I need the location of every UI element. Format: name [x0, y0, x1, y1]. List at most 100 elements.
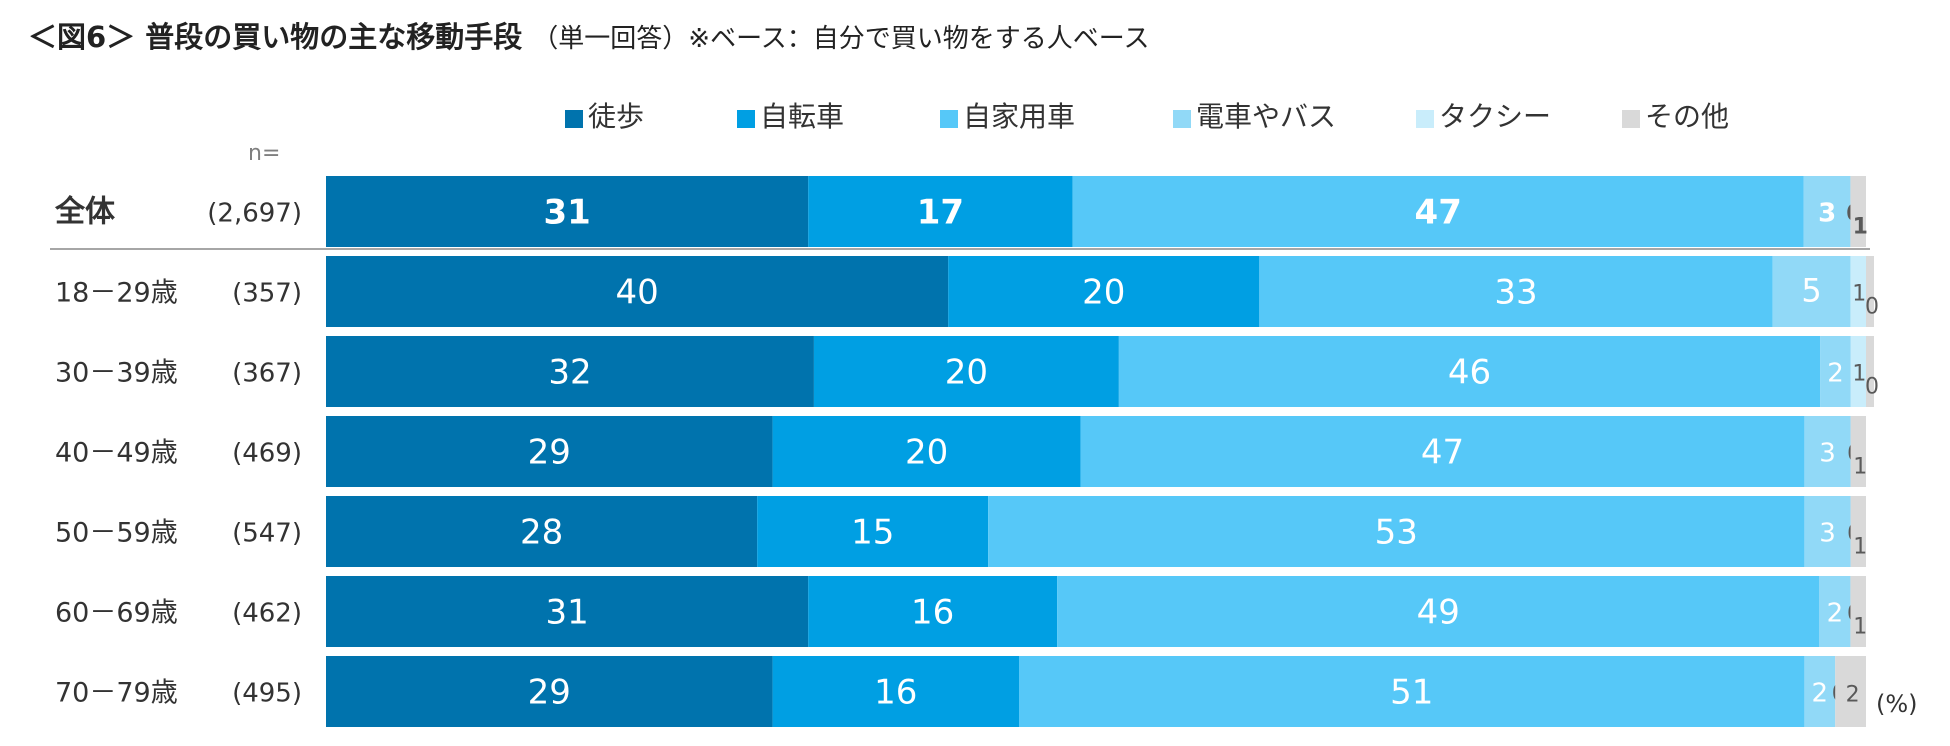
bar-bicycle	[813, 336, 1119, 407]
bar-walk	[326, 576, 809, 647]
label-car: 47	[1421, 433, 1464, 473]
legend-swatch-bicycle	[737, 110, 755, 128]
bar-train-bus	[1804, 496, 1851, 567]
label-train-bus: 2	[1812, 679, 1829, 709]
bar-bicycle	[948, 256, 1260, 327]
chart-title-row: ＜図6＞ 普段の買い物の主な移動手段 （単一回答）※ベース：自分で買い物をする人ベ…	[28, 14, 1149, 56]
label-train-bus: 3	[1819, 439, 1836, 469]
legend-label-taxi: タクシー	[1439, 100, 1551, 133]
bar-car	[1019, 656, 1805, 727]
label-bicycle: 20	[905, 433, 948, 473]
label-train-bus: 5	[1801, 272, 1821, 310]
bar-walk	[326, 176, 809, 247]
label-other: 1	[1853, 455, 1867, 480]
label-walk: 32	[548, 353, 591, 393]
label-bicycle: 20	[945, 353, 988, 393]
bar-walk	[326, 496, 758, 567]
bar-train-bus	[1819, 576, 1851, 647]
row-label: 70－79歳	[55, 678, 178, 709]
row-n: (547)	[232, 519, 302, 549]
label-other: 1	[1853, 615, 1867, 640]
legend-swatch-walk	[565, 110, 583, 128]
label-train-bus: 3	[1818, 199, 1836, 229]
row-n: (462)	[232, 599, 302, 629]
row-n: (495)	[232, 679, 302, 709]
legend-swatch-car	[940, 110, 958, 128]
bars: 3117473014020335103220462102920473012815…	[326, 176, 1879, 727]
bar-walk	[326, 336, 814, 407]
label-bicycle: 17	[917, 193, 964, 233]
bar-car	[1118, 336, 1821, 407]
label-walk: 29	[528, 673, 571, 713]
bar-car	[1057, 576, 1820, 647]
legend-label-walk: 徒歩	[588, 100, 644, 133]
bar-bicycle	[772, 656, 1019, 727]
label-train-bus: 2	[1827, 599, 1844, 629]
label-walk: 29	[528, 433, 571, 473]
label-car: 46	[1448, 353, 1491, 393]
bar-other	[1850, 416, 1866, 487]
legend-label-bicycle: 自転車	[760, 100, 844, 133]
label-taxi: 1	[1852, 362, 1866, 387]
row-n: (469)	[232, 439, 302, 469]
label-bicycle: 20	[1082, 273, 1125, 313]
label-bicycle: 16	[874, 673, 917, 713]
label-car: 47	[1415, 193, 1462, 233]
legend-swatch-taxi	[1416, 110, 1434, 128]
chart-subtitle: （単一回答）※ベース：自分で買い物をする人ベース	[532, 24, 1150, 54]
chart-title: ＜図6＞ 普段の買い物の主な移動手段	[28, 20, 523, 54]
bar-other	[1850, 496, 1866, 567]
bar-train-bus	[1804, 656, 1836, 727]
row-label: 50－59歳	[55, 518, 178, 549]
bar-taxi	[1850, 256, 1866, 327]
unit-label: (%)	[1876, 690, 1918, 718]
label-walk: 31	[545, 593, 588, 633]
bar-walk	[326, 416, 773, 487]
row-n: (357)	[232, 279, 302, 309]
bar-train-bus	[1803, 176, 1851, 247]
row-n: (367)	[232, 359, 302, 389]
label-bicycle: 16	[911, 593, 954, 633]
label-train-bus: 2	[1827, 359, 1844, 389]
legend-label-other: その他	[1645, 100, 1729, 133]
bar-walk	[326, 656, 773, 727]
bar-train-bus	[1772, 256, 1851, 327]
row-label: 60－69歳	[55, 598, 178, 629]
label-car: 51	[1390, 673, 1433, 713]
bar-bicycle	[772, 416, 1081, 487]
row-n: (2,697)	[207, 199, 302, 229]
bar-train-bus	[1804, 416, 1851, 487]
row-label: 30－39歳	[55, 358, 178, 389]
row-label: 40－49歳	[55, 438, 178, 469]
bar-car	[1259, 256, 1773, 327]
bar-car	[988, 496, 1805, 567]
bar-other	[1866, 256, 1874, 327]
bar-other	[1866, 336, 1874, 407]
bar-car	[1080, 416, 1805, 487]
label-car: 33	[1494, 273, 1537, 313]
label-train-bus: 3	[1819, 519, 1836, 549]
bar-taxi	[1850, 336, 1866, 407]
label-walk: 40	[615, 273, 658, 313]
label-walk: 31	[543, 193, 590, 233]
bar-other	[1850, 176, 1866, 247]
label-taxi: 1	[1852, 282, 1866, 307]
legend: 徒歩 自転車 自家用車 電車やバス タクシー その他	[565, 100, 1729, 133]
bar-other	[1850, 576, 1866, 647]
row-labels: 全体 (2,697) 18－29歳 (357) 30－39歳 (367) 40－49歳 (46…	[50, 195, 1870, 709]
legend-swatch-other	[1622, 110, 1640, 128]
bar-car	[1072, 176, 1804, 247]
bar-bicycle	[808, 576, 1058, 647]
label-other: 1	[1853, 535, 1867, 560]
legend-label-train-bus: 電車やバス	[1196, 100, 1336, 133]
label-other: 0	[1865, 295, 1879, 320]
label-car: 49	[1417, 593, 1460, 633]
bar-walk	[326, 256, 949, 327]
legend-swatch-train-bus	[1173, 110, 1191, 128]
label-other: 1	[1853, 215, 1868, 240]
label-bicycle: 15	[851, 513, 894, 553]
bar-other	[1835, 656, 1866, 727]
legend-label-car: 自家用車	[963, 100, 1075, 133]
label-car: 53	[1375, 513, 1418, 553]
